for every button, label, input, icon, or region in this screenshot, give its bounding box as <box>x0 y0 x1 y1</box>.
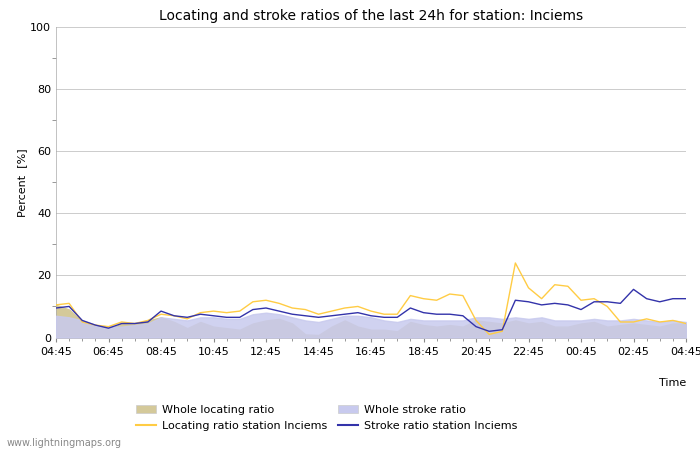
Text: Time: Time <box>659 378 686 388</box>
Legend: Whole locating ratio, Locating ratio station Inciems, Whole stroke ratio, Stroke: Whole locating ratio, Locating ratio sta… <box>136 405 517 431</box>
Title: Locating and stroke ratios of the last 24h for station: Inciems: Locating and stroke ratios of the last 2… <box>159 9 583 23</box>
Text: www.lightningmaps.org: www.lightningmaps.org <box>7 438 122 448</box>
Y-axis label: Percent  [%]: Percent [%] <box>18 148 27 216</box>
